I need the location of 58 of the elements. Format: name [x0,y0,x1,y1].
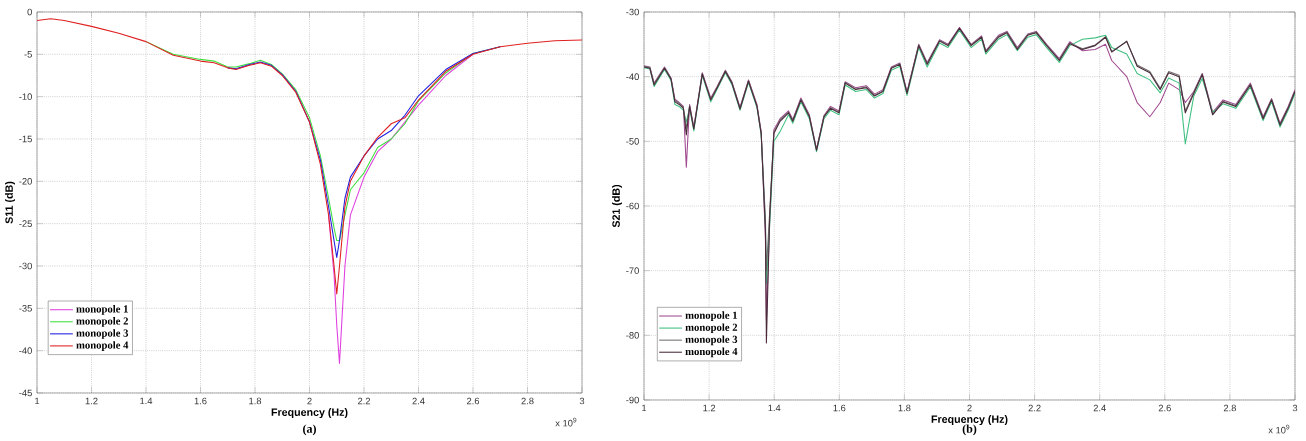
y-tick-label: -25 [19,220,32,227]
x-tick-label: 1.8 [249,397,262,405]
x-tick-label: 2 [967,404,972,412]
y-tick-label: -30 [19,262,32,270]
y-tick-label: -20 [19,178,32,185]
x-tick-label: 2.4 [1093,404,1106,412]
y-tick-label: -10 [19,93,32,100]
legend-label: monopole 1 [685,311,738,321]
x-tick-label: 2.8 [1223,404,1236,412]
x-tick-label: 1 [35,397,40,405]
legend-label: monopole 3 [76,329,129,339]
y-tick-label: -5 [24,51,32,58]
x-tick-label: 1.2 [85,397,98,405]
legend-label: monopole 2 [685,323,738,334]
line-series [227,46,501,259]
legend-label: monopole 3 [685,335,738,346]
text: x 10$^{9}$ [1268,424,1290,434]
x-tick-label: 2.6 [1158,404,1171,412]
y-tick-label: -50 [626,138,639,145]
y-tick-label: -40 [19,347,32,354]
x-tick-label: 1.6 [194,397,207,405]
y-tick-label: -80 [626,332,639,339]
y-tick-label: -70 [626,267,639,274]
x-tick-label: 2.8 [521,397,534,405]
x-tick-label: 1.4 [768,404,781,412]
legend-label: monopole 1 [76,305,128,315]
text: (a) [303,424,316,436]
y-tick-label: -90 [626,396,639,404]
x-tick-label: 3 [1292,404,1298,412]
x-tick-label: 1.2 [703,404,716,412]
x-tick-label: 1.8 [898,404,911,412]
y-tick-label: -40 [626,73,639,80]
text: (b) [962,424,977,436]
legend-label: monopole 4 [76,341,129,351]
x-tick-label: 3 [579,397,585,405]
x-tick-label: 2 [307,397,312,405]
text: x 10$^{9}$ [555,417,577,427]
x-tick-label: 1.6 [833,404,846,412]
y-tick-label: -60 [626,202,639,210]
x-tick-label: 1.4 [140,397,153,405]
x-tick-label: 2.4 [412,397,425,405]
y-tick-label: -45 [19,389,32,397]
y-tick-label: -15 [19,135,32,143]
y-tick-label: -30 [626,8,639,16]
y-axis-title: S11 (dB) [5,181,15,224]
x-tick-label: 1 [642,404,647,412]
legend-label: monopole 2 [76,317,128,327]
legend-label: monopole 4 [685,347,738,358]
y-tick-label: -35 [19,305,32,312]
y-axis-title: S21 (dB) [612,184,622,228]
line-series [37,18,583,295]
x-axis-title: Frequency (Hz) [271,408,348,419]
y-tick-label: 0 [27,8,32,16]
line-series [328,53,474,364]
x-tick-label: 2.2 [1028,404,1041,412]
x-axis-title: Frequency (Hz) [931,415,1008,426]
x-tick-label: 2.2 [357,397,371,405]
x-tick-label: 2.6 [466,397,480,405]
